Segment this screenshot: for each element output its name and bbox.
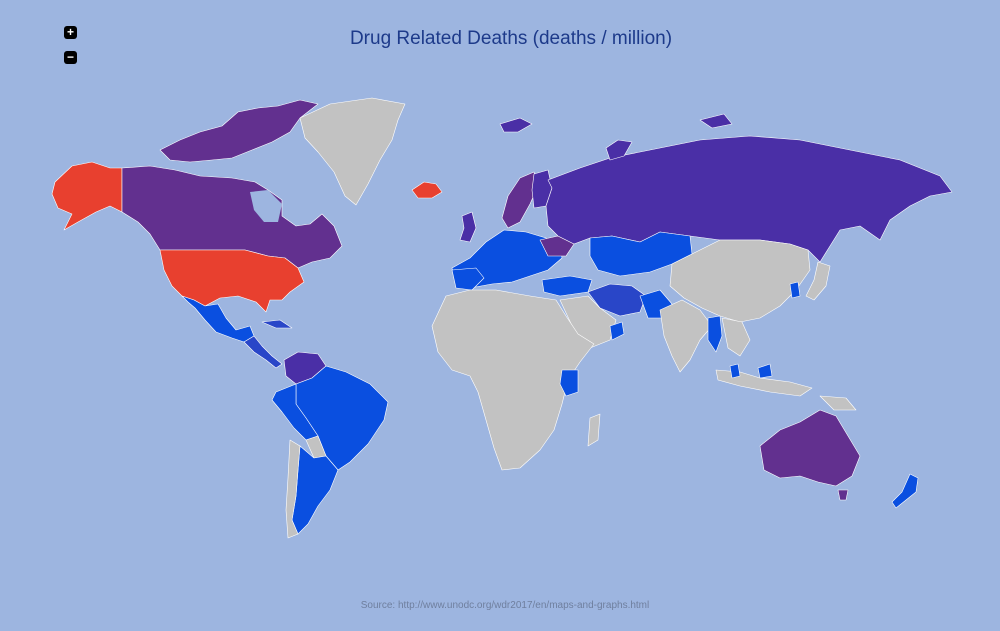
philippines[interactable]: [757, 363, 773, 379]
greenland[interactable]: [299, 97, 406, 206]
china[interactable]: [669, 239, 811, 323]
russia[interactable]: [545, 135, 953, 263]
oman[interactable]: [609, 321, 625, 341]
ukraine[interactable]: [539, 235, 575, 257]
united-kingdom[interactable]: [459, 211, 477, 243]
alaska[interactable]: [51, 161, 123, 231]
united-states[interactable]: [159, 249, 305, 313]
canada-arctic-islands[interactable]: [159, 99, 319, 163]
iceland[interactable]: [411, 181, 443, 199]
iberia[interactable]: [451, 267, 485, 291]
zoom-out-button[interactable]: −: [64, 51, 77, 64]
myanmar[interactable]: [707, 315, 723, 353]
turkey[interactable]: [541, 275, 593, 297]
norway-sweden[interactable]: [501, 171, 539, 229]
zoom-in-button[interactable]: +: [64, 26, 77, 39]
source-note: Source: http://www.unodc.org/wdr2017/en/…: [360, 600, 650, 611]
indonesia[interactable]: [715, 369, 813, 397]
russia-arctic-islands[interactable]: [499, 113, 733, 161]
south-korea[interactable]: [789, 281, 801, 299]
africa[interactable]: [431, 289, 595, 471]
new-zealand[interactable]: [891, 473, 919, 509]
chile[interactable]: [285, 439, 301, 539]
new-guinea[interactable]: [819, 395, 857, 411]
map-title: Drug Related Deaths (deaths / million): [349, 28, 673, 49]
kenya[interactable]: [559, 369, 579, 397]
cuba[interactable]: [261, 319, 293, 329]
malaysia[interactable]: [729, 363, 741, 379]
tasmania[interactable]: [837, 489, 849, 501]
central-america[interactable]: [243, 335, 283, 369]
mexico[interactable]: [181, 295, 255, 343]
hudson-bay: [250, 190, 282, 222]
australia[interactable]: [759, 409, 861, 487]
southeast-asia[interactable]: [721, 317, 751, 357]
madagascar[interactable]: [587, 413, 601, 447]
india[interactable]: [659, 299, 713, 373]
japan[interactable]: [805, 261, 831, 301]
